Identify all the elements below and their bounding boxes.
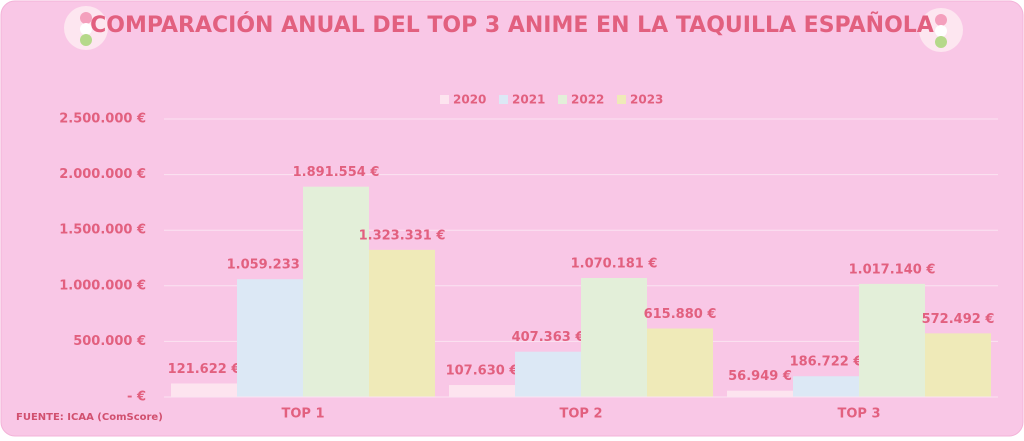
legend-swatch (617, 95, 626, 104)
legend-swatch (499, 95, 508, 104)
bar (303, 186, 369, 397)
value-label: 1.059.233 € (227, 258, 314, 273)
value-label: 107.630 € (446, 364, 519, 379)
x-tick-label: TOP 3 (837, 407, 880, 422)
value-label: 1.323.331 € (359, 228, 446, 243)
bar (647, 328, 713, 397)
legend-label: 2021 (512, 93, 545, 107)
value-label: 121.622 € (168, 362, 241, 377)
bar (727, 390, 793, 397)
bar (369, 249, 435, 397)
value-label: 186.722 € (790, 355, 863, 370)
x-tick-label: TOP 2 (559, 407, 602, 422)
bar (925, 333, 991, 397)
y-tick-label: 1.500.000 € (59, 223, 146, 238)
bar (859, 283, 925, 397)
y-tick-label: 2.000.000 € (59, 167, 146, 182)
value-label: 615.880 € (644, 307, 717, 322)
bar (171, 383, 237, 397)
legend-swatch (440, 95, 449, 104)
source: FUENTE: ICAA (ComScore) (16, 412, 163, 423)
value-label: 1.017.140 € (849, 262, 936, 277)
y-tick-label: 2.500.000 € (59, 112, 146, 127)
y-tick-label: 1.000.000 € (59, 278, 146, 293)
value-label: 572.492 € (922, 312, 995, 327)
value-label: 56.949 € (728, 369, 792, 384)
flower-icon (919, 8, 963, 52)
bar (449, 385, 515, 397)
bar (515, 351, 581, 397)
bar (581, 277, 647, 397)
bar (793, 376, 859, 397)
legend-label: 2020 (453, 93, 486, 107)
chart-title: COMPARACIÓN ANUAL DEL TOP 3 ANIME EN LA … (90, 12, 934, 38)
flower-icon (64, 6, 108, 50)
value-label: 1.070.181 € (571, 256, 658, 271)
x-tick-label: TOP 1 (281, 407, 324, 422)
legend-label: 2022 (571, 93, 604, 107)
bar (237, 279, 303, 397)
y-tick-label: 500.000 € (73, 334, 146, 349)
value-label: 1.891.554 € (293, 165, 380, 180)
legend-label: 2023 (630, 93, 663, 107)
y-tick-label: - € (127, 390, 146, 405)
value-label: 407.363 € (512, 330, 585, 345)
legend-swatch (558, 95, 567, 104)
